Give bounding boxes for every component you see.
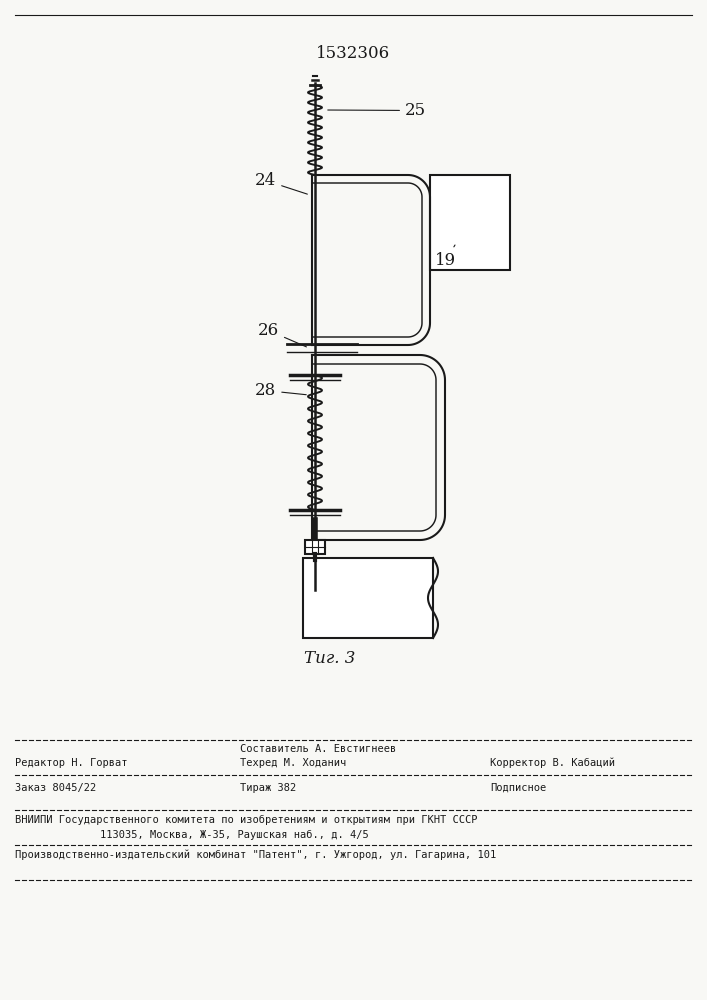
Text: 26: 26 [258, 322, 306, 347]
Text: Заказ 8045/22: Заказ 8045/22 [15, 783, 96, 793]
Text: Техред М. Ходанич: Техред М. Ходанич [240, 758, 346, 768]
Text: Производственно-издательский комбинат "Патент", г. Ужгород, ул. Гагарина, 101: Производственно-издательский комбинат "П… [15, 850, 496, 860]
Text: Подписное: Подписное [490, 783, 547, 793]
Text: 19: 19 [435, 245, 456, 269]
Text: 1532306: 1532306 [316, 45, 390, 62]
Text: Корректор В. Кабаций: Корректор В. Кабаций [490, 758, 615, 768]
Text: Τиг. 3: Τиг. 3 [304, 650, 356, 667]
Text: 28: 28 [255, 382, 306, 399]
Text: 24: 24 [255, 172, 308, 194]
Bar [303, 558, 433, 638]
Text: ВНИИПИ Государственного комитета по изобретениям и открытиям при ГКНТ СССР: ВНИИПИ Государственного комитета по изоб… [15, 815, 477, 825]
Text: Редактор Н. Горват: Редактор Н. Горват [15, 758, 127, 768]
Text: 113035, Москва, Ж-35, Раушская наб., д. 4/5: 113035, Москва, Ж-35, Раушская наб., д. … [100, 830, 369, 840]
Bar [305, 540, 325, 554]
Text: Тираж 382: Тираж 382 [240, 783, 296, 793]
Text: 25: 25 [328, 102, 426, 119]
Text: Составитель А. Евстигнеев: Составитель А. Евстигнеев [240, 744, 396, 754]
Bar [430, 175, 510, 270]
